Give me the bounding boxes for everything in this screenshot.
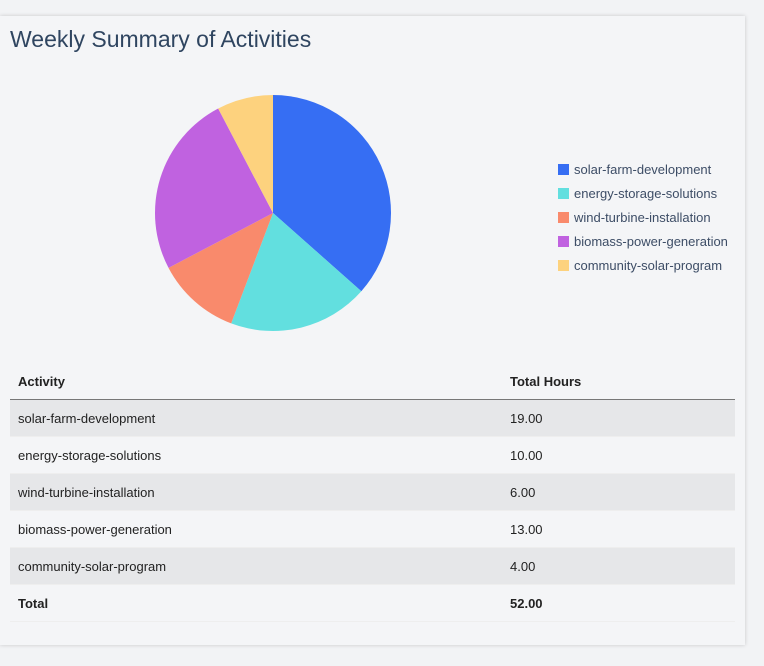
pie-chart bbox=[154, 95, 391, 331]
legend-item[interactable]: biomass-power-generation bbox=[558, 229, 728, 253]
legend-item[interactable]: energy-storage-solutions bbox=[558, 181, 728, 205]
legend-item[interactable]: wind-turbine-installation bbox=[558, 205, 728, 229]
pie-slice-wind-turbine-installation[interactable] bbox=[168, 213, 273, 324]
chart-legend: solar-farm-development energy-storage-sol… bbox=[558, 157, 728, 277]
hours-cell: 10.00 bbox=[502, 436, 735, 474]
legend-swatch bbox=[558, 235, 569, 247]
activity-cell: wind-turbine-installation bbox=[10, 473, 502, 511]
legend-label: energy-storage-solutions bbox=[574, 185, 718, 201]
total-label: Total bbox=[10, 584, 502, 622]
hours-cell: 6.00 bbox=[502, 473, 735, 511]
header-activity: Activity bbox=[10, 363, 502, 400]
legend-label: biomass-power-generation bbox=[574, 233, 728, 249]
hours-cell: 4.00 bbox=[502, 547, 735, 585]
activity-cell: energy-storage-solutions bbox=[10, 436, 502, 474]
table-row: energy-storage-solutions 10.00 bbox=[10, 436, 735, 474]
header-total-hours: Total Hours bbox=[502, 363, 735, 400]
total-value: 52.00 bbox=[502, 584, 735, 622]
table-row: biomass-power-generation 13.00 bbox=[10, 510, 735, 548]
activity-cell: solar-farm-development bbox=[10, 399, 502, 437]
hours-cell: 19.00 bbox=[502, 399, 735, 437]
table-row: solar-farm-development 19.00 bbox=[10, 399, 735, 437]
activity-cell: community-solar-program bbox=[10, 547, 502, 585]
legend-swatch bbox=[558, 163, 569, 175]
legend-swatch bbox=[558, 259, 569, 271]
legend-item[interactable]: solar-farm-development bbox=[558, 157, 728, 181]
pie-slice-community-solar-program[interactable] bbox=[218, 95, 273, 213]
pie-slice-biomass-power-generation[interactable] bbox=[154, 108, 273, 268]
pie-slice-energy-storage-solutions[interactable] bbox=[231, 213, 362, 331]
pie-slice-solar-farm-development[interactable] bbox=[273, 95, 391, 292]
legend-swatch bbox=[558, 211, 569, 223]
legend-label: community-solar-program bbox=[574, 257, 723, 273]
legend-swatch bbox=[558, 187, 569, 199]
table-row: community-solar-program 4.00 bbox=[10, 547, 735, 585]
table-header-row: Activity Total Hours bbox=[10, 363, 735, 400]
table-row: wind-turbine-installation 6.00 bbox=[10, 473, 735, 511]
hours-cell: 13.00 bbox=[502, 510, 735, 548]
total-row: Total 52.00 bbox=[10, 584, 735, 622]
page-title: Weekly Summary of Activities bbox=[10, 26, 312, 52]
summary-card: Weekly Summary of Activities solar-farm-… bbox=[0, 16, 745, 645]
legend-item[interactable]: community-solar-program bbox=[558, 253, 728, 277]
activity-table: Activity Total Hours solar-farm-developm… bbox=[10, 363, 735, 622]
legend-label: solar-farm-development bbox=[574, 161, 712, 177]
legend-label: wind-turbine-installation bbox=[574, 209, 711, 225]
activity-cell: biomass-power-generation bbox=[10, 510, 502, 548]
